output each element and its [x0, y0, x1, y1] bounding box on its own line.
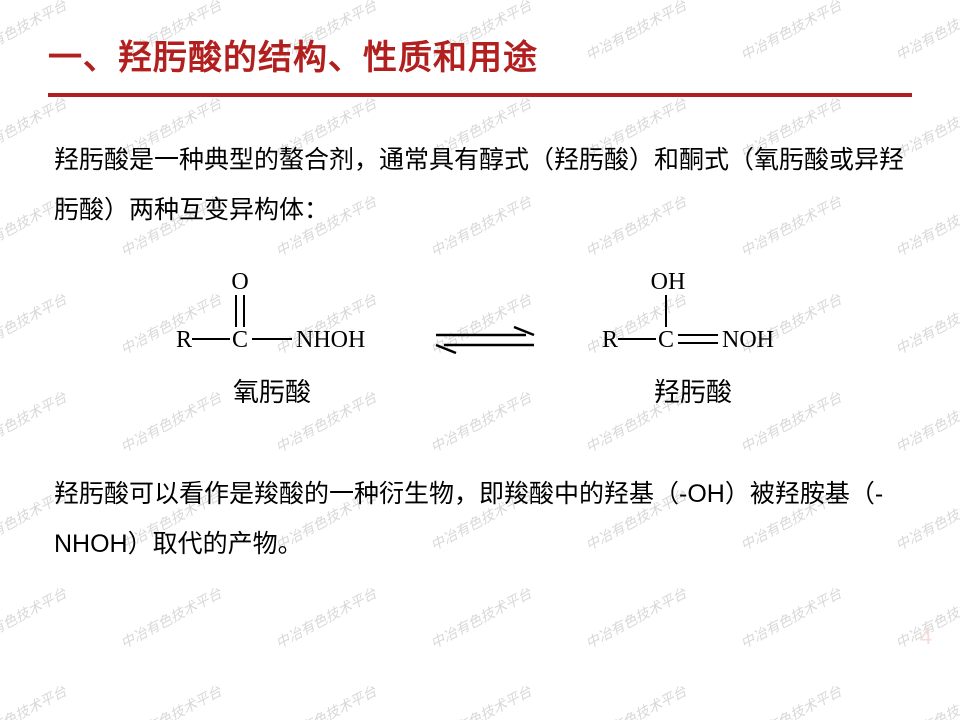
right-caption: 羟肟酸: [588, 372, 798, 409]
left-top-label: O: [231, 271, 248, 295]
intro-paragraph-1: 羟肟酸是一种典型的螯合剂，通常具有醇式（羟肟酸）和酮式（氧肟酸或异羟肟酸）两种互…: [54, 135, 906, 235]
right-right-label: NOH: [722, 327, 774, 353]
molecule-right: OH R C NOH 羟肟酸: [588, 271, 798, 409]
right-R: R: [602, 327, 618, 353]
molecule-right-structure: OH R C NOH: [588, 271, 798, 366]
molecule-left-structure: O R C NHOH: [162, 271, 382, 366]
slide: 一、羟肟酸的结构、性质和用途 羟肟酸是一种典型的螯合剂，通常具有醇式（羟肟酸）和…: [0, 0, 960, 720]
left-C: C: [232, 327, 248, 353]
left-right-label: NHOH: [296, 327, 365, 353]
molecule-left: O R C NHOH 氧肟酸: [162, 271, 382, 409]
left-caption: 氧肟酸: [162, 372, 382, 409]
left-R: R: [176, 327, 192, 353]
equilibrium-arrow: [430, 320, 540, 360]
section-title: 一、羟肟酸的结构、性质和用途: [48, 30, 912, 79]
chemistry-equation: O R C NHOH 氧肟酸 OH: [48, 271, 912, 409]
page-number: 4: [920, 624, 932, 650]
title-underline: [48, 93, 912, 97]
right-top-label: OH: [651, 271, 686, 295]
intro-paragraph-2: 羟肟酸可以看作是羧酸的一种衍生物，即羧酸中的羟基（-OH）被羟胺基（-NHOH）…: [54, 469, 906, 569]
right-C: C: [658, 327, 674, 353]
